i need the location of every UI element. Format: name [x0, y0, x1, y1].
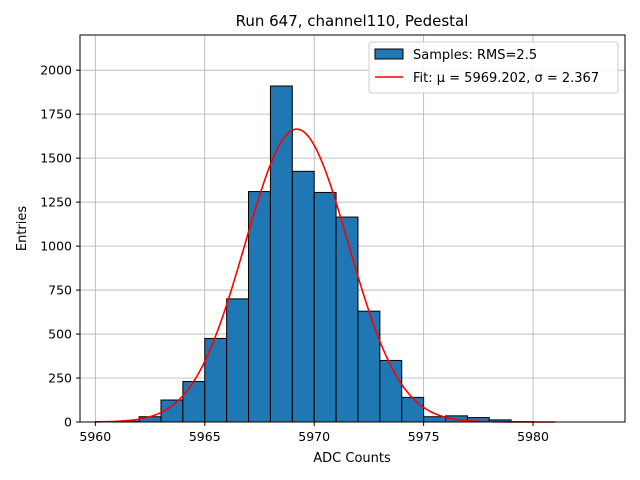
legend: Samples: RMS=2.5 Fit: μ = 5969.202, σ = … [368, 41, 619, 94]
histogram-bar [248, 191, 271, 423]
x-axis-label: ADC Counts [313, 451, 391, 466]
y-tick-label: 750 [48, 283, 72, 298]
histogram-bar [313, 191, 337, 423]
y-axis-ticks: 0 250 500 750 1000 1250 1500 1750 2000 [40, 63, 80, 430]
histogram-bar [204, 337, 228, 423]
y-tick-label: 250 [48, 371, 72, 386]
histogram-bar [379, 359, 403, 423]
histogram-bar [182, 381, 206, 423]
plot-frame [79, 34, 626, 423]
chart-title: Run 647, channel110, Pedestal [236, 12, 469, 30]
y-tick-label: 1500 [40, 151, 72, 166]
x-tick-label: 5980 [517, 429, 549, 444]
y-tick-label: 0 [64, 415, 72, 430]
histogram-bar [269, 85, 293, 423]
y-tick-label: 2000 [40, 63, 72, 78]
x-axis-ticks: 5960 5965 5970 5975 5980 [79, 422, 549, 444]
legend-label-samples: Samples: RMS=2.5 [413, 48, 537, 63]
histogram-bar [401, 396, 425, 423]
histogram-bar [226, 298, 250, 423]
x-tick-label: 5975 [408, 429, 440, 444]
histogram-bar [291, 170, 315, 423]
histogram-bar [423, 416, 447, 423]
histogram-bar [357, 310, 381, 423]
fit-curve [95, 128, 555, 423]
legend-box [368, 41, 619, 94]
x-tick-label: 5970 [298, 429, 330, 444]
histogram-bar [335, 216, 359, 423]
y-tick-label: 1250 [40, 195, 72, 210]
histogram-bars [94, 85, 534, 423]
x-tick-label: 5960 [79, 429, 111, 444]
legend-label-fit: Fit: μ = 5969.202, σ = 2.367 [413, 71, 599, 86]
legend-swatch-samples [374, 48, 404, 60]
y-tick-label: 500 [48, 327, 72, 342]
y-tick-label: 1000 [40, 239, 72, 254]
y-tick-label: 1750 [40, 107, 72, 122]
x-tick-label: 5965 [189, 429, 221, 444]
histogram-bar [138, 416, 162, 423]
y-axis-label: Entries [15, 206, 30, 252]
